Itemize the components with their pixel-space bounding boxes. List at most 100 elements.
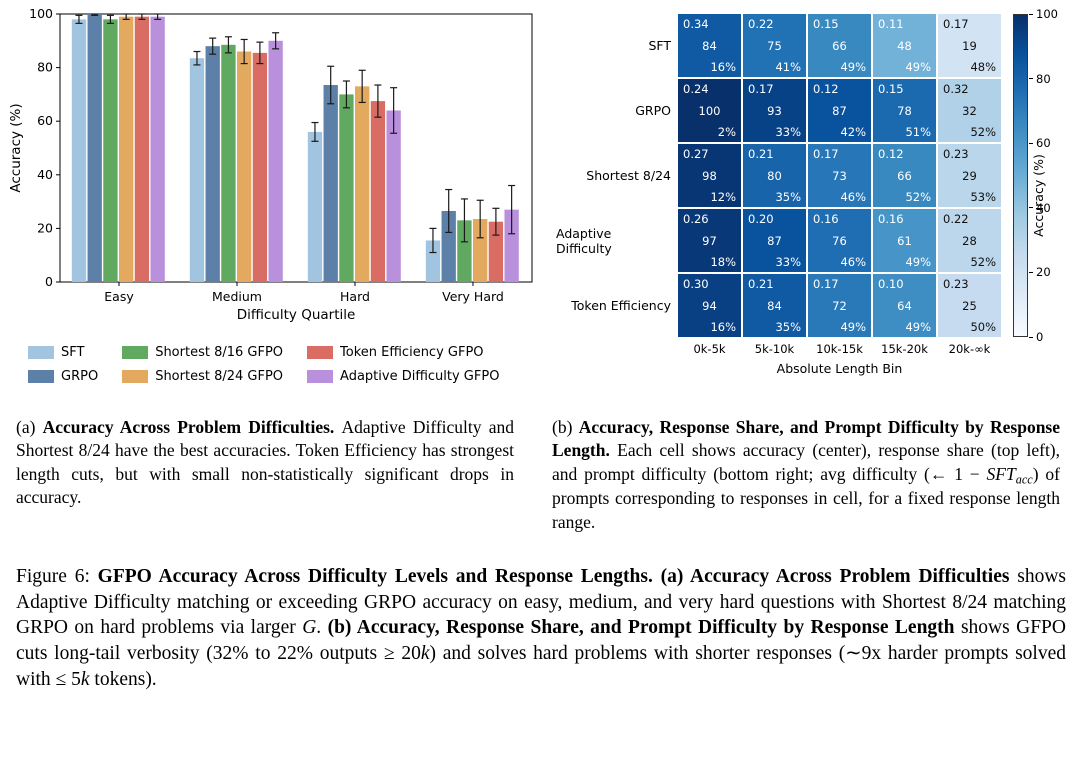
cell-difficulty: 52% bbox=[970, 255, 996, 269]
text-segment: SFT bbox=[986, 463, 1016, 484]
text-segment: k bbox=[80, 668, 90, 690]
heatmap-cell: 0.16 76 46% bbox=[808, 209, 871, 272]
plot-frame bbox=[59, 13, 533, 283]
heatmap-x-axis-title: Absolute Length Bin bbox=[776, 361, 903, 376]
cell-difficulty: 16% bbox=[710, 60, 736, 74]
heatmap-col-label: 20k-∞k bbox=[948, 342, 991, 356]
cell-difficulty: 51% bbox=[905, 125, 931, 139]
cell-accuracy: 87 bbox=[832, 103, 847, 118]
bar bbox=[150, 16, 165, 283]
colorbar-tick: 40 bbox=[1029, 201, 1051, 215]
colorbar-tick-mark bbox=[1029, 271, 1033, 273]
heatmap-col-label: 10k-15k bbox=[816, 342, 863, 356]
cell-difficulty: 52% bbox=[970, 125, 996, 139]
cell-accuracy: 78 bbox=[897, 103, 912, 118]
colorbar: 0 20 40 60 80 100 bbox=[1013, 7, 1058, 344]
cell-difficulty: 46% bbox=[840, 190, 866, 204]
cell-accuracy: 75 bbox=[767, 38, 782, 53]
heatmap-cell: 0.15 78 51% bbox=[873, 79, 936, 142]
cell-share: 0.32 bbox=[943, 82, 969, 96]
subcaption-a: (a) Accuracy Across Problem Difficulties… bbox=[16, 416, 514, 534]
colorbar-tick: 100 bbox=[1029, 7, 1058, 21]
bar bbox=[339, 94, 354, 283]
cell-accuracy: 93 bbox=[767, 103, 782, 118]
cell-share: 0.12 bbox=[813, 82, 839, 96]
cell-share: 0.23 bbox=[943, 147, 969, 161]
bar bbox=[268, 40, 283, 282]
cell-difficulty: 35% bbox=[775, 320, 801, 334]
heatmap-col-label: 5k-10k bbox=[754, 342, 795, 356]
text-segment: k bbox=[420, 643, 430, 665]
bar bbox=[504, 209, 519, 282]
cell-difficulty: 50% bbox=[970, 320, 996, 334]
colorbar-tick-label: 60 bbox=[1036, 136, 1051, 151]
heatmap-cell: 0.22 28 52% bbox=[938, 209, 1001, 272]
heatmap-cell: 0.21 80 35% bbox=[743, 144, 806, 207]
cell-difficulty: 53% bbox=[970, 190, 996, 204]
heatmap-center: 0.34 84 16% 0.22 75 41% 0.15 66 49% 0.11 48 49% 0.17… bbox=[678, 14, 1001, 376]
text-segment: shows GFPO cuts long-tail verbosity (32%… bbox=[16, 617, 1066, 665]
bar bbox=[205, 46, 220, 282]
colorbar-tick-label: 20 bbox=[1036, 265, 1051, 280]
heatmap-col-label: 15k-20k bbox=[881, 342, 928, 356]
cell-share: 0.21 bbox=[748, 147, 774, 161]
legend-swatch bbox=[307, 370, 334, 383]
x-tick-label: Hard bbox=[340, 289, 370, 304]
heatmap-row-label: Token Efficiency bbox=[571, 298, 671, 313]
legend-label: Shortest 8/16 GFPO bbox=[155, 345, 284, 360]
cell-share: 0.15 bbox=[878, 82, 904, 96]
bar bbox=[323, 85, 338, 283]
cell-difficulty: 49% bbox=[905, 60, 931, 74]
bar bbox=[189, 58, 205, 282]
legend-item: GRPO bbox=[28, 369, 98, 384]
cell-accuracy: 94 bbox=[702, 298, 717, 313]
heatmap-grid: 0.34 84 16% 0.22 75 41% 0.15 66 49% 0.11 48 49% 0.17… bbox=[678, 14, 1001, 337]
legend-swatch bbox=[28, 370, 54, 383]
legend-swatch bbox=[122, 370, 149, 383]
bar bbox=[221, 44, 236, 282]
legend-label: GRPO bbox=[61, 369, 99, 384]
y-tick-label: 40 bbox=[37, 167, 53, 182]
cell-accuracy: 66 bbox=[832, 38, 847, 53]
colorbar-tick-label: 100 bbox=[1036, 7, 1058, 21]
y-tick-label: 20 bbox=[37, 220, 53, 235]
legend-item: Shortest 8/24 GFPO bbox=[122, 369, 283, 384]
cell-share: 0.12 bbox=[878, 147, 904, 161]
heatmap-panel: SFT GRPO Shortest 8/24 Adaptive Difficulty T… bbox=[556, 7, 1058, 376]
heatmap-cell: 0.27 98 12% bbox=[678, 144, 741, 207]
cell-difficulty: 33% bbox=[775, 255, 801, 269]
heatmap-cell: 0.12 87 42% bbox=[808, 79, 871, 142]
colorbar-tick: 60 bbox=[1029, 136, 1051, 150]
y-tick-label: 100 bbox=[29, 6, 53, 21]
cell-share: 0.17 bbox=[748, 82, 774, 96]
text-segment: ) of prompts corresponding to responses … bbox=[552, 463, 1060, 532]
heatmap-cell: 0.21 84 35% bbox=[743, 274, 806, 337]
legend-label: SFT bbox=[61, 345, 85, 360]
bar bbox=[87, 14, 102, 282]
bar bbox=[425, 240, 441, 282]
legend-swatch bbox=[122, 346, 149, 359]
text-segment: Accuracy Across Problem Difficulties. bbox=[42, 417, 342, 437]
bar bbox=[237, 51, 252, 282]
cell-difficulty: 16% bbox=[710, 320, 736, 334]
legend-item: SFT bbox=[28, 345, 98, 360]
cell-accuracy: 32 bbox=[962, 103, 977, 118]
legend-label: Token Efficiency GFPO bbox=[340, 345, 484, 360]
y-tick-label: 60 bbox=[37, 113, 53, 128]
cell-accuracy: 98 bbox=[702, 168, 717, 183]
figure-caption: Figure 6: GFPO Accuracy Across Difficult… bbox=[16, 564, 1066, 693]
bar bbox=[307, 131, 323, 282]
cell-difficulty: 52% bbox=[905, 190, 931, 204]
cell-share: 0.23 bbox=[943, 277, 969, 291]
heatmap-cell: 0.11 48 49% bbox=[873, 14, 936, 77]
legend-item: Token Efficiency GFPO bbox=[307, 345, 499, 360]
heatmap-cell: 0.34 84 16% bbox=[678, 14, 741, 77]
colorbar-gradient bbox=[1013, 14, 1028, 337]
cell-share: 0.11 bbox=[878, 17, 904, 31]
cell-share: 0.17 bbox=[813, 277, 839, 291]
colorbar-tick-mark bbox=[1029, 336, 1033, 338]
bar bbox=[473, 219, 488, 282]
heatmap-cell: 0.16 61 49% bbox=[873, 209, 936, 272]
cell-share: 0.26 bbox=[683, 212, 709, 226]
